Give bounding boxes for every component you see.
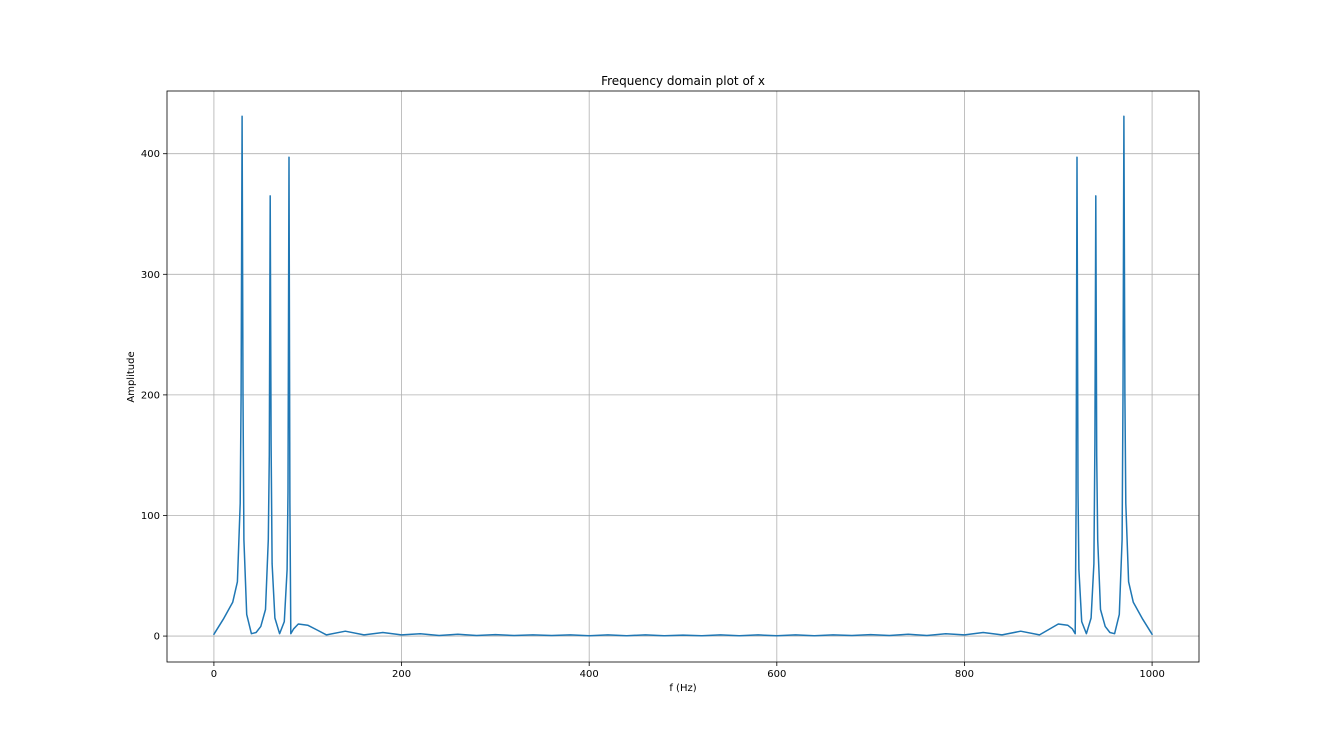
y-tick-label: 300 — [141, 270, 160, 281]
y-tick-label: 400 — [141, 149, 160, 160]
plot-frame — [166, 90, 1200, 663]
x-tick-label: 800 — [955, 669, 974, 680]
grid-lines — [167, 91, 1199, 662]
x-tick-label: 600 — [767, 669, 786, 680]
x-tick-label: 0 — [211, 669, 217, 680]
x-tick-label: 400 — [580, 669, 599, 680]
y-tick-label: 100 — [141, 511, 160, 522]
y-axis-label: Amplitude — [126, 351, 137, 402]
x-tick-label: 1000 — [1139, 669, 1164, 680]
x-axis-label: f (Hz) — [669, 683, 696, 694]
axis-ticks: 0 200 400 600 800 1000 0 100 200 300 400 — [141, 149, 1165, 680]
x-tick-label: 200 — [392, 669, 411, 680]
y-tick-label: 200 — [141, 390, 160, 401]
y-tick-label: 0 — [154, 632, 160, 643]
series-line — [213, 115, 1153, 637]
chart-title: Frequency domain plot of x — [601, 74, 765, 88]
